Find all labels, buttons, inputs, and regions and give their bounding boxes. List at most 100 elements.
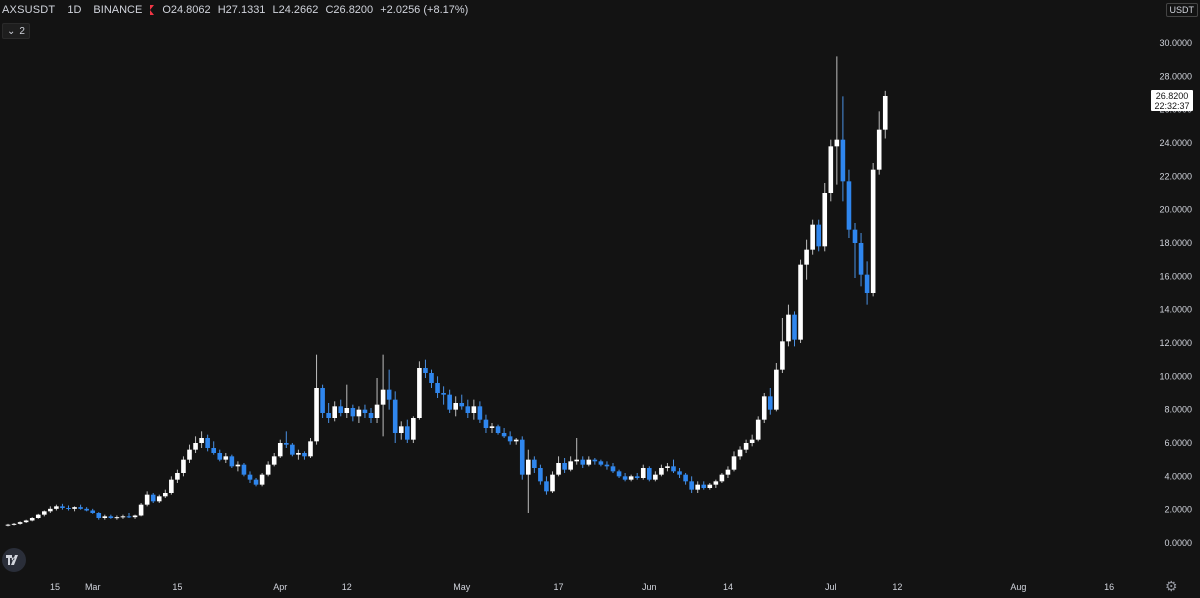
time-tick-label: 15: [50, 582, 60, 592]
indicator-collapse-button[interactable]: ⌄ 2: [2, 23, 30, 39]
candle-body: [181, 459, 186, 473]
candle-body: [320, 388, 325, 413]
candle-body: [719, 474, 725, 482]
gear-icon[interactable]: ⚙: [1165, 578, 1178, 594]
candle-body: [344, 408, 350, 413]
candle-body: [598, 461, 604, 465]
time-tick-label: 16: [1104, 582, 1114, 592]
candle-body: [126, 516, 132, 518]
symbol-legend: AXSUSDT 1D BINANCE O24.8062 H27.1331 L24…: [2, 4, 472, 16]
bar-countdown: 22:32:37: [1154, 101, 1190, 111]
candle-body: [580, 459, 586, 465]
candle-body: [199, 438, 204, 443]
candle-body: [241, 464, 247, 475]
time-tick-label: Jun: [642, 582, 657, 592]
candle-body: [604, 464, 610, 467]
candle-body: [749, 439, 755, 443]
candle-body: [858, 243, 864, 275]
price-tick-label: 30.0000: [1159, 38, 1192, 48]
candle-body: [423, 368, 428, 373]
open-value: O24.8062: [162, 4, 211, 16]
candle-body: [526, 459, 531, 475]
currency-button[interactable]: USDT: [1165, 3, 1198, 17]
candle-body: [532, 459, 537, 468]
candle-body: [755, 419, 761, 440]
candle-body: [247, 474, 253, 480]
candle-body: [465, 406, 471, 413]
candle-body: [828, 146, 834, 193]
candle-body: [798, 264, 803, 340]
candle-body: [156, 496, 162, 502]
candle-body: [864, 274, 870, 293]
candle-body: [653, 474, 658, 480]
candle-body: [592, 459, 598, 462]
candle-body: [640, 468, 646, 478]
symbol-name[interactable]: AXSUSDT: [2, 4, 56, 16]
candle-body: [108, 516, 114, 518]
price-tick-label: 14.0000: [1159, 305, 1192, 315]
candle-body: [804, 249, 809, 265]
interval-label[interactable]: 1D: [67, 4, 82, 16]
price-tick-label: 18.0000: [1159, 238, 1192, 248]
exchange-label: BINANCE: [93, 4, 143, 16]
candle-body: [447, 394, 452, 410]
candle-body: [695, 484, 700, 490]
candle-body: [562, 463, 567, 470]
candle-body: [519, 439, 525, 475]
candle-body: [616, 471, 622, 477]
candle-body: [495, 426, 501, 433]
candle-body: [277, 443, 283, 457]
candle-body: [5, 524, 11, 526]
candle-body: [350, 408, 356, 417]
candle-body: [314, 388, 319, 442]
candle-body: [48, 508, 53, 512]
candle-body: [259, 474, 265, 485]
candle-bodies: [5, 96, 888, 526]
time-tick-label: Mar: [85, 582, 101, 592]
candle-body: [882, 96, 888, 130]
candle-body: [780, 341, 785, 370]
candle-body: [550, 474, 555, 492]
flag-icon[interactable]: [150, 5, 155, 15]
candle-body: [398, 426, 404, 433]
candle-body: [628, 476, 634, 480]
candle-body: [822, 193, 828, 247]
candle-body: [72, 507, 77, 509]
candle-body: [84, 508, 89, 511]
candle-body: [380, 389, 386, 405]
candle-body: [665, 466, 670, 468]
candle-body: [368, 413, 374, 418]
candle-body: [453, 403, 458, 410]
candle-body: [23, 520, 29, 523]
candle-body: [689, 481, 694, 490]
candle-body: [513, 439, 519, 442]
candle-body: [102, 516, 108, 518]
candle-body: [840, 139, 846, 182]
candle-body: [846, 181, 852, 230]
candle-body: [66, 508, 71, 509]
candle-body: [253, 479, 259, 485]
candle-body: [737, 449, 743, 457]
candle-body: [435, 383, 440, 393]
candle-body: [556, 463, 561, 475]
candle-body: [701, 484, 707, 488]
time-tick-label: 15: [172, 582, 182, 592]
close-value: C26.8200: [325, 4, 374, 16]
price-axis[interactable]: 0.0000 2.0000 4.0000 6.0000 8.0000 10.0000 12.…: [1159, 38, 1192, 548]
candle-body: [659, 468, 664, 475]
candle-body: [332, 406, 337, 418]
time-tick-label: 12: [342, 582, 352, 592]
candle-body: [90, 510, 95, 513]
time-tick-label: Jul: [825, 582, 837, 592]
candle-body: [120, 516, 126, 518]
candle-body: [362, 409, 368, 413]
time-tick-label: Apr: [273, 582, 287, 592]
candle-body: [743, 443, 749, 450]
candle-body: [150, 494, 156, 502]
candle-body: [211, 448, 216, 453]
candle-body: [78, 507, 83, 509]
tradingview-logo-icon[interactable]: [2, 548, 26, 572]
time-axis[interactable]: 15 Mar 15 Apr 12 May 17 Jun 14 Jul 12 Aug 16: [50, 582, 1114, 592]
candle-body: [29, 518, 35, 521]
